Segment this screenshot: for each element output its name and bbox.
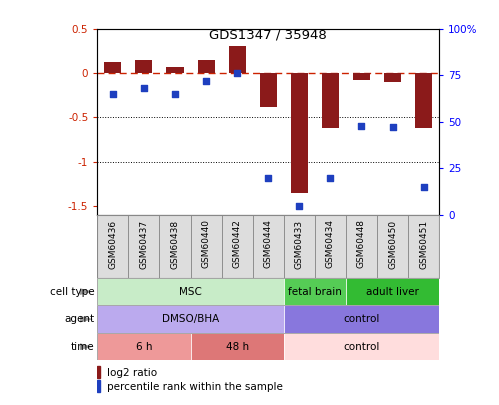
Polygon shape	[80, 343, 93, 350]
Point	[233, 70, 241, 77]
Bar	[384, 73, 401, 82]
Point	[420, 184, 428, 190]
Text: GSM60448: GSM60448	[357, 220, 366, 269]
Text: adult liver: adult liver	[366, 287, 419, 296]
FancyBboxPatch shape	[315, 215, 346, 278]
Bar	[284, 333, 439, 360]
Text: DMSO/BHA: DMSO/BHA	[162, 314, 219, 324]
FancyBboxPatch shape	[97, 215, 128, 278]
Bar	[353, 73, 370, 80]
FancyBboxPatch shape	[191, 215, 222, 278]
Text: MSC: MSC	[179, 287, 202, 296]
FancyBboxPatch shape	[346, 215, 377, 278]
Bar	[97, 305, 284, 333]
FancyBboxPatch shape	[284, 215, 315, 278]
FancyBboxPatch shape	[160, 215, 191, 278]
Point	[171, 91, 179, 97]
Point	[389, 124, 397, 131]
Text: GSM60442: GSM60442	[233, 220, 242, 269]
Bar	[97, 278, 284, 305]
Text: GSM60440: GSM60440	[202, 220, 211, 269]
Bar	[198, 60, 215, 73]
Text: cell type: cell type	[50, 287, 95, 296]
Point	[326, 175, 334, 181]
FancyBboxPatch shape	[252, 215, 284, 278]
Text: control: control	[343, 314, 380, 324]
Bar	[167, 67, 184, 73]
Text: control: control	[343, 342, 380, 352]
Bar	[104, 62, 121, 73]
Bar	[97, 380, 100, 392]
Text: percentile rank within the sample: percentile rank within the sample	[107, 382, 282, 392]
Text: GDS1347 / 35948: GDS1347 / 35948	[210, 28, 327, 41]
FancyBboxPatch shape	[377, 215, 408, 278]
Text: log2 ratio: log2 ratio	[107, 369, 157, 379]
Point	[140, 85, 148, 92]
Bar	[229, 47, 246, 73]
FancyBboxPatch shape	[408, 215, 439, 278]
Polygon shape	[80, 316, 93, 322]
Point	[264, 175, 272, 181]
Text: time: time	[71, 342, 95, 352]
Text: GSM60450: GSM60450	[388, 220, 397, 269]
Text: GSM60438: GSM60438	[171, 220, 180, 269]
Bar	[291, 73, 308, 193]
FancyBboxPatch shape	[222, 215, 252, 278]
Bar	[284, 305, 439, 333]
Point	[357, 122, 365, 129]
Point	[202, 78, 210, 84]
Bar	[97, 333, 191, 360]
Bar	[191, 333, 284, 360]
Point	[295, 202, 303, 209]
FancyBboxPatch shape	[128, 215, 160, 278]
Text: GSM60434: GSM60434	[326, 220, 335, 269]
Bar	[97, 366, 100, 378]
Bar	[346, 278, 439, 305]
Bar	[322, 73, 339, 128]
Bar	[135, 60, 153, 73]
Polygon shape	[80, 288, 93, 295]
Text: 48 h: 48 h	[226, 342, 249, 352]
Bar	[415, 73, 432, 128]
Text: 6 h: 6 h	[136, 342, 152, 352]
Text: agent: agent	[65, 314, 95, 324]
Text: GSM60444: GSM60444	[263, 220, 273, 269]
Text: GSM60433: GSM60433	[295, 220, 304, 269]
Text: GSM60436: GSM60436	[108, 220, 117, 269]
Text: GSM60437: GSM60437	[139, 220, 148, 269]
Bar	[284, 278, 346, 305]
Text: fetal brain: fetal brain	[288, 287, 342, 296]
Point	[109, 91, 117, 97]
Text: GSM60451: GSM60451	[419, 220, 428, 269]
Bar	[259, 73, 277, 107]
